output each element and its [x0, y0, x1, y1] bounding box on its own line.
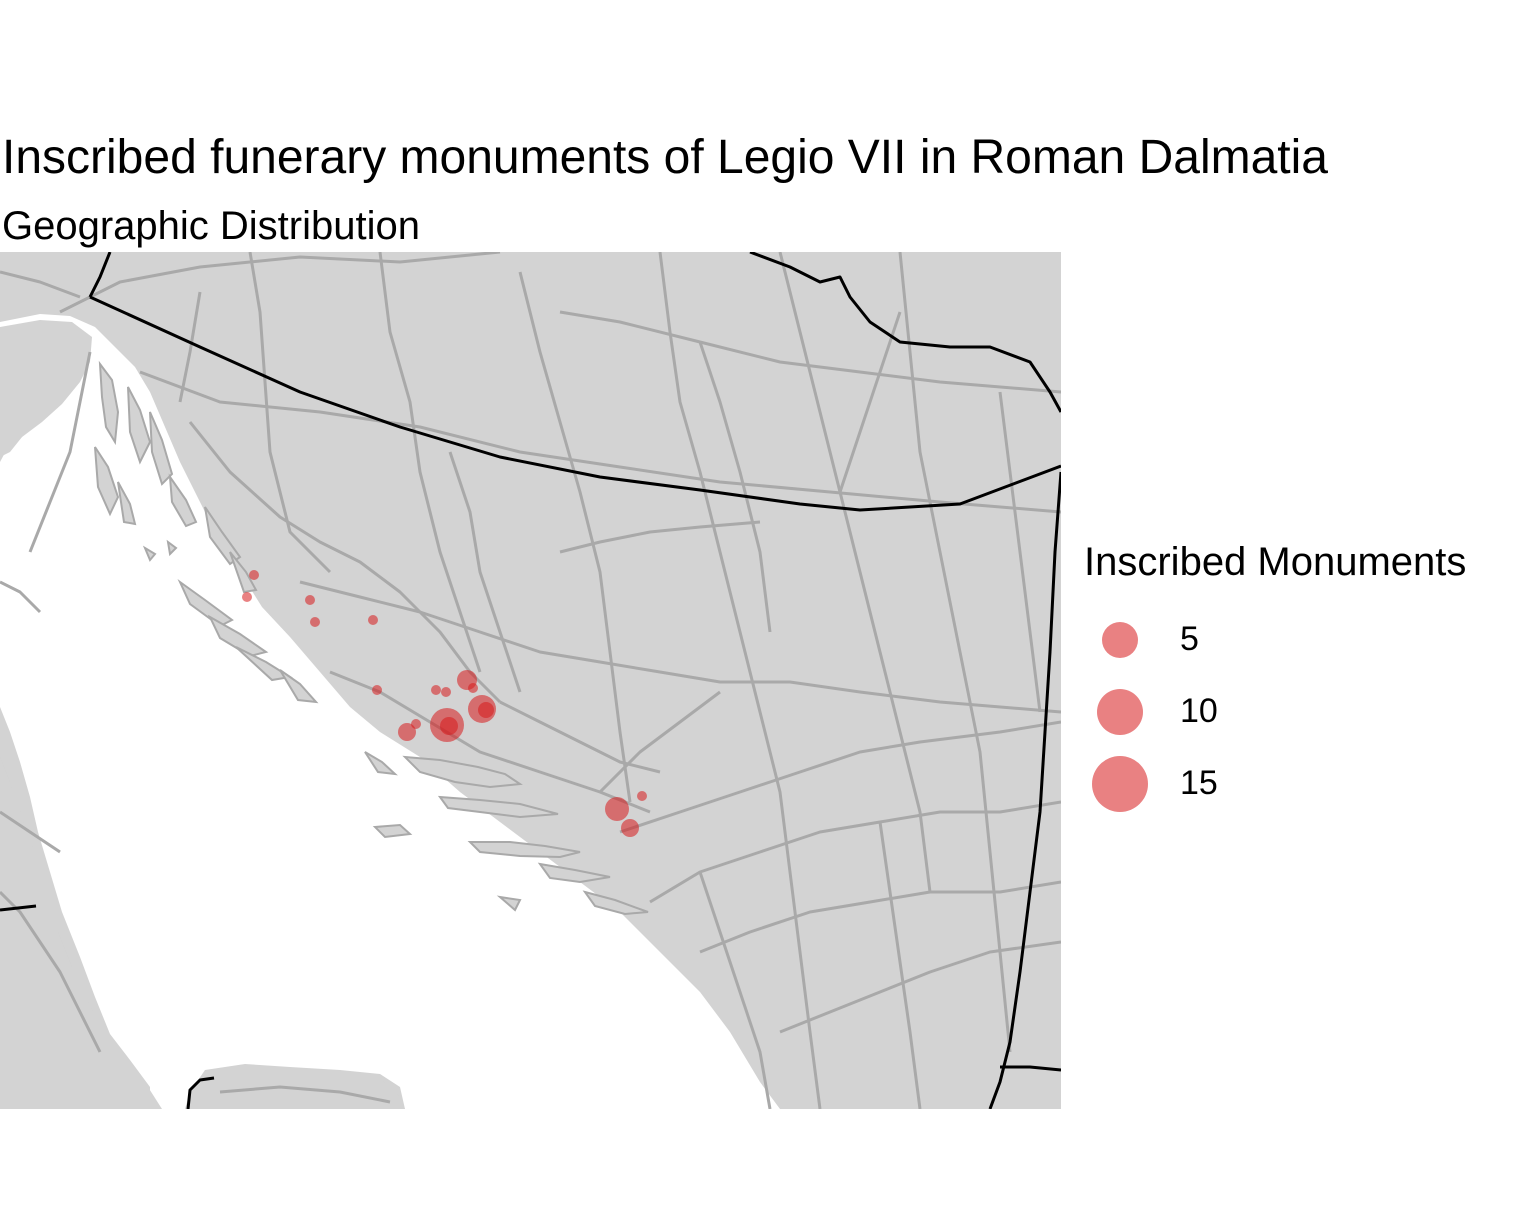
monument-point-14[interactable]: [440, 717, 458, 735]
monument-point-16[interactable]: [411, 719, 421, 729]
italy-border: [0, 904, 37, 912]
monument-point-10[interactable]: [468, 683, 478, 693]
northern-border: [88, 252, 112, 298]
monument-point-15[interactable]: [398, 723, 416, 741]
legend-key-10: 10: [1084, 676, 1218, 748]
monument-point-19[interactable]: [637, 791, 647, 801]
south-east-border: [1000, 1065, 1061, 1072]
legend-key-5: 5: [1084, 604, 1199, 676]
monument-point-6[interactable]: [372, 685, 382, 695]
chart-title: Inscribed funerary monuments of Legio VI…: [2, 131, 1328, 184]
monument-point-5[interactable]: [368, 615, 378, 625]
pannonia-dalmatia-border: [89, 295, 1061, 512]
legend-label-10: 10: [1180, 692, 1218, 730]
monument-point-2[interactable]: [242, 592, 252, 602]
islands: [94, 360, 649, 916]
istria-peninsula: [0, 320, 92, 457]
legend-swatch-5: [1102, 622, 1138, 658]
monument-point-3[interactable]: [305, 595, 315, 605]
borders: [0, 252, 1061, 1109]
southern-border: [186, 1076, 215, 1109]
legend-swatch-10: [1097, 689, 1143, 735]
monument-point-4[interactable]: [310, 617, 320, 627]
legend-label-5: 5: [1180, 620, 1199, 658]
legend: Inscribed Monuments 5 10 15: [1084, 540, 1467, 812]
chart-subtitle: Geographic Distribution: [2, 204, 420, 248]
monument-point-12[interactable]: [478, 702, 494, 718]
italy-peninsula: [0, 757, 162, 1109]
legend-title: Inscribed Monuments: [1084, 540, 1467, 584]
map-panel[interactable]: [0, 252, 1061, 1109]
adriatic-sea: [0, 314, 780, 1109]
monument-point-8[interactable]: [441, 687, 451, 697]
north-east-border: [749, 252, 1061, 413]
monument-point-18[interactable]: [621, 819, 639, 837]
eastern-border: [988, 471, 1061, 1109]
monument-point-1[interactable]: [249, 570, 259, 580]
legend-swatch-15: [1092, 756, 1148, 812]
monument-point-17[interactable]: [605, 797, 629, 821]
legend-label-15: 15: [1180, 764, 1218, 802]
monument-point-7[interactable]: [431, 685, 441, 695]
legend-key-15: 15: [1084, 748, 1218, 820]
monument-findspots[interactable]: [242, 570, 647, 837]
